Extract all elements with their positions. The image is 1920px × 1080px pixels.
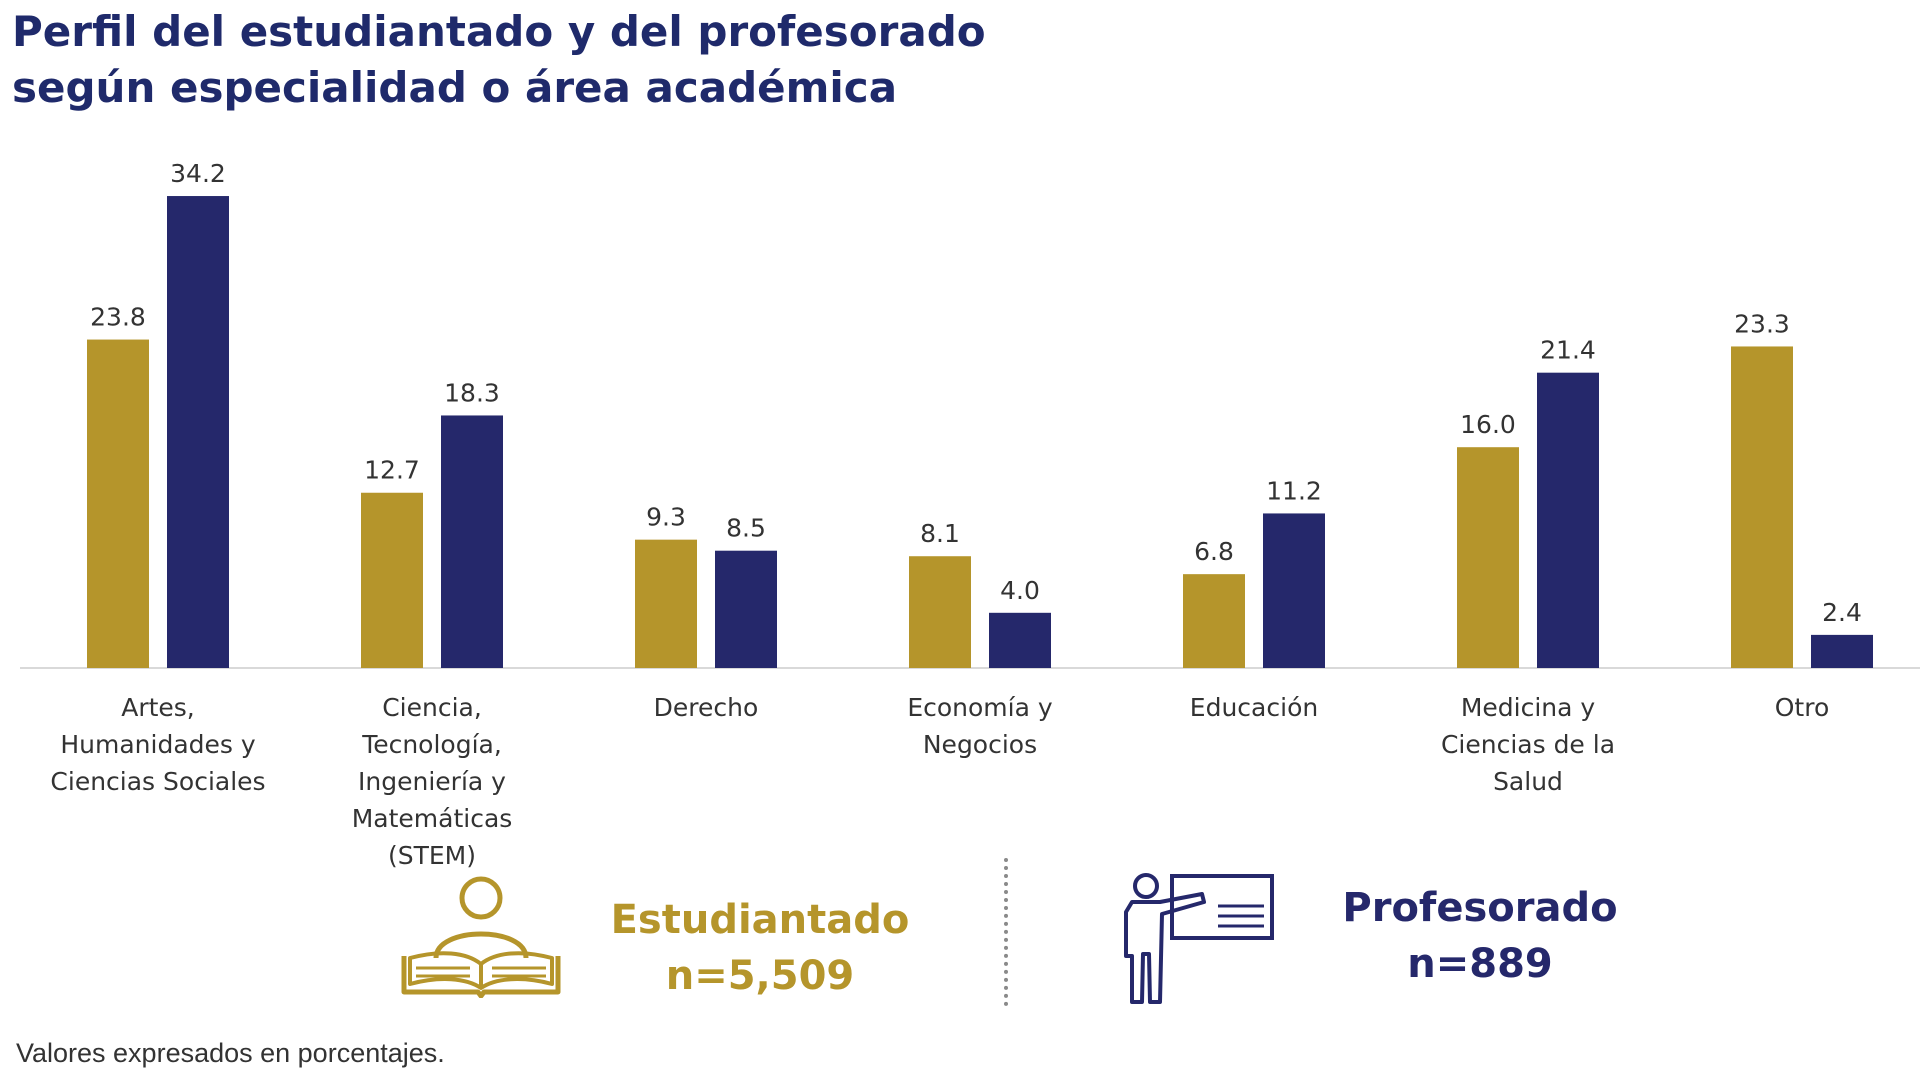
chart-title-line-2: según especialidad o área académica	[12, 63, 898, 112]
chart-title: Perfil del estudiantado y del profesorad…	[12, 4, 986, 116]
teacher-at-whiteboard-icon	[1124, 873, 1274, 1004]
bar-faculty	[1263, 513, 1325, 668]
data-label: 21.4	[1540, 336, 1596, 365]
footnote: Valores expresados en porcentajes.	[16, 1038, 445, 1068]
category-label: Negocios	[923, 730, 1037, 759]
data-label: 12.7	[364, 456, 420, 485]
category-label: Educación	[1190, 693, 1318, 722]
legend-students-label: Estudiantado	[610, 897, 910, 943]
category-label: Salud	[1493, 767, 1563, 796]
category-label: Derecho	[654, 693, 759, 722]
data-label: 8.5	[726, 514, 766, 543]
bar-students	[87, 339, 149, 668]
bar-students	[1731, 346, 1793, 668]
data-label: 23.8	[90, 303, 146, 332]
data-label: 11.2	[1266, 476, 1322, 505]
legend-divider	[1004, 858, 1008, 1006]
category-label: Ingeniería y	[358, 767, 506, 796]
data-label: 8.1	[920, 519, 960, 548]
bar-students	[361, 492, 423, 668]
category-label: Economía y	[907, 693, 1053, 722]
data-label: 9.3	[646, 503, 686, 532]
bar-faculty	[167, 196, 229, 669]
bar-faculty	[715, 550, 777, 668]
category-label: Humanidades y	[60, 730, 256, 759]
legend-students: Estudiantado n=5,509	[590, 892, 930, 1004]
category-label: Artes,	[121, 693, 195, 722]
legend-faculty: Profesorado n=889	[1310, 880, 1650, 992]
student-reading-book-icon	[401, 876, 561, 998]
data-label: 34.2	[170, 159, 226, 188]
category-label: (STEM)	[388, 841, 476, 870]
category-label: Medicina y	[1461, 693, 1596, 722]
category-label: Otro	[1775, 693, 1830, 722]
data-label: 16.0	[1460, 410, 1516, 439]
bar-students	[635, 539, 697, 668]
legend-students-n: n=5,509	[665, 953, 855, 999]
category-label: Ciencias Sociales	[50, 767, 265, 796]
category-label: Ciencias de la	[1441, 730, 1615, 759]
data-label: 6.8	[1194, 537, 1234, 566]
bar-faculty	[989, 612, 1051, 668]
data-label: 2.4	[1822, 598, 1862, 627]
bar-students	[909, 556, 971, 668]
chart-title-line-1: Perfil del estudiantado y del profesorad…	[12, 7, 986, 56]
data-label: 23.3	[1734, 309, 1790, 338]
bar-students	[1183, 574, 1245, 668]
bar-students	[1457, 447, 1519, 668]
data-label: 4.0	[1000, 576, 1040, 605]
bar-faculty	[1811, 634, 1873, 668]
bar-chart: 23.8 34.2 Artes, Humanidades y Ciencias Soci…	[20, 159, 1920, 870]
legend-faculty-n: n=889	[1407, 941, 1553, 987]
legend-faculty-label: Profesorado	[1342, 885, 1618, 931]
data-label: 18.3	[444, 378, 500, 407]
bar-faculty	[441, 415, 503, 668]
bar-faculty	[1537, 372, 1599, 668]
category-label: Tecnología,	[361, 730, 502, 759]
category-label: Ciencia,	[382, 693, 482, 722]
category-label: Matemáticas	[352, 804, 513, 833]
